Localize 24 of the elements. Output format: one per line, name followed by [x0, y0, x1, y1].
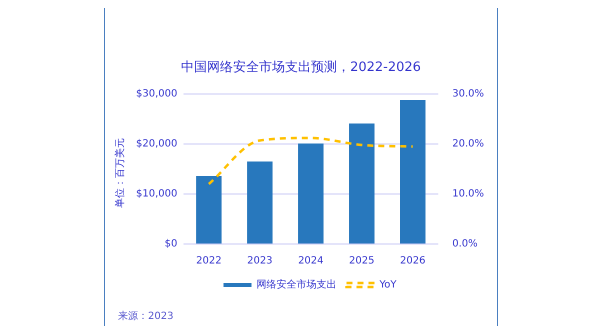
- bar: [400, 100, 426, 244]
- bar: [247, 162, 273, 244]
- y2-tick-label: 10.0%: [452, 188, 484, 200]
- source-note: 来源：2023: [118, 310, 174, 323]
- legend-label: YoY: [378, 280, 398, 291]
- bar: [298, 144, 324, 244]
- y2-tick-label: 30.0%: [452, 88, 484, 100]
- bar: [349, 124, 375, 244]
- y-axis-title: 单位：百万美元: [114, 137, 127, 210]
- y2-tick-label: 0.0%: [452, 238, 478, 250]
- line-series: [208, 136, 414, 186]
- y2-tick-label: 20.0%: [452, 138, 484, 150]
- bar: [196, 176, 222, 244]
- x-tick-label: 2024: [298, 256, 324, 267]
- y-tick-label: $10,000: [136, 188, 178, 200]
- x-tick-label: 2023: [247, 256, 273, 267]
- chart-title: 中国网络安全市场支出预测，2022-2026: [180, 59, 422, 76]
- y-tick-label: $0: [164, 238, 178, 250]
- y-tick-label: $20,000: [136, 138, 178, 150]
- x-tick-label: 2025: [349, 256, 374, 267]
- y-tick-label: $30,000: [136, 88, 178, 100]
- x-tick-label: 2022: [196, 256, 222, 267]
- legend-label: 网络安全市场支出: [256, 278, 336, 291]
- x-tick-label: 2026: [400, 256, 426, 267]
